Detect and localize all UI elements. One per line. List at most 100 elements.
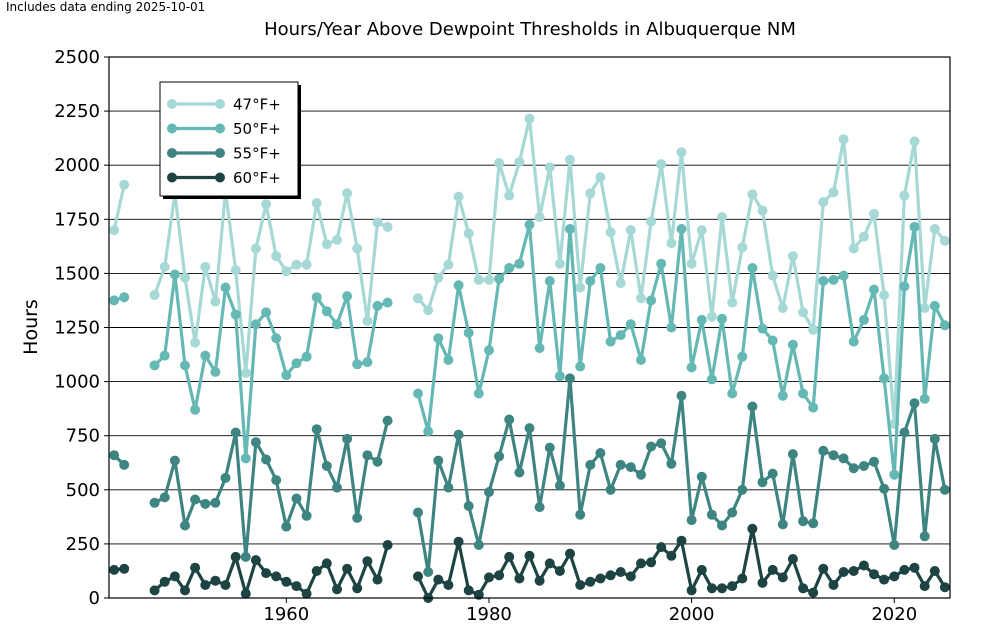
y-tick-label: 1500	[54, 263, 100, 284]
data-point	[281, 266, 292, 277]
legend-label: 50°F+	[233, 120, 281, 138]
data-point	[717, 212, 727, 223]
data-point	[220, 580, 231, 590]
data-point	[149, 585, 160, 596]
y-tick-label: 500	[66, 480, 100, 501]
data-point	[706, 509, 717, 520]
data-point	[605, 570, 616, 581]
data-point	[311, 198, 322, 209]
legend-marker	[167, 172, 177, 183]
data-point	[423, 567, 434, 577]
data-point	[858, 560, 869, 571]
data-point	[413, 571, 423, 582]
data-point	[636, 293, 646, 304]
data-point	[463, 327, 474, 338]
series-line	[112, 183, 126, 232]
data-point	[301, 259, 312, 270]
data-point	[575, 361, 586, 372]
data-note: Includes data ending 2025-10-01	[6, 0, 206, 14]
data-point	[271, 333, 282, 344]
data-point	[504, 190, 515, 201]
data-point	[828, 274, 839, 285]
series-group	[109, 113, 950, 603]
data-point	[595, 573, 606, 584]
data-point	[352, 359, 363, 370]
chart-title: Hours/Year Above Dewpoint Thresholds in …	[264, 19, 796, 40]
data-point	[919, 303, 930, 313]
series-4	[109, 523, 950, 603]
data-point	[433, 574, 444, 585]
legend-label: 60°F+	[233, 169, 281, 187]
y-tick-label: 1000	[54, 372, 100, 393]
data-point	[321, 558, 332, 569]
data-point	[311, 292, 322, 303]
data-point	[200, 498, 211, 509]
data-point	[646, 557, 657, 568]
data-point	[159, 492, 170, 503]
data-point	[119, 459, 130, 470]
data-point	[858, 314, 869, 325]
data-point	[909, 136, 920, 147]
data-point	[696, 471, 707, 482]
data-point	[625, 462, 636, 473]
data-point	[413, 507, 423, 518]
data-point	[544, 276, 555, 286]
data-point	[899, 564, 910, 575]
data-point	[656, 542, 667, 553]
data-point	[281, 521, 292, 532]
data-point	[443, 580, 454, 590]
data-point	[109, 295, 120, 306]
data-point	[453, 191, 464, 202]
data-point	[190, 404, 201, 415]
data-point	[453, 280, 464, 291]
data-point	[696, 314, 707, 325]
data-point	[109, 564, 120, 575]
series-line	[153, 189, 390, 375]
data-point	[433, 333, 444, 344]
data-point	[362, 316, 373, 326]
data-point	[453, 536, 464, 547]
data-point	[494, 570, 505, 581]
data-point	[656, 258, 667, 269]
series-line	[153, 419, 390, 559]
data-point	[869, 569, 879, 580]
data-point	[544, 162, 555, 173]
data-point	[747, 523, 758, 534]
data-point	[939, 484, 950, 495]
data-point	[321, 239, 332, 250]
data-point	[250, 319, 261, 330]
data-point	[382, 297, 393, 308]
data-point	[463, 501, 474, 511]
data-point	[605, 227, 616, 238]
data-point	[636, 558, 646, 569]
data-point	[777, 572, 788, 583]
data-point	[737, 351, 748, 362]
data-point	[291, 493, 302, 504]
x-tick-label: 1960	[263, 604, 309, 625]
data-point	[210, 497, 221, 508]
data-point	[848, 463, 859, 474]
data-point	[514, 157, 525, 167]
data-point	[494, 451, 505, 462]
data-point	[524, 550, 535, 561]
data-point	[352, 243, 363, 254]
data-point	[656, 159, 667, 170]
data-point	[159, 350, 170, 361]
data-point	[332, 319, 342, 330]
data-point	[230, 309, 241, 320]
data-point	[180, 360, 190, 371]
data-point	[666, 550, 677, 561]
y-axis-label: Hours	[20, 299, 42, 355]
data-point	[494, 158, 505, 168]
data-point	[210, 366, 221, 377]
data-point	[615, 278, 626, 289]
data-point	[190, 337, 201, 348]
data-point	[250, 243, 261, 254]
data-point	[311, 566, 322, 576]
data-point	[889, 571, 900, 582]
data-point	[240, 588, 251, 599]
data-point	[869, 456, 879, 467]
data-point	[109, 225, 120, 236]
data-point	[625, 319, 636, 330]
data-point	[858, 461, 869, 471]
